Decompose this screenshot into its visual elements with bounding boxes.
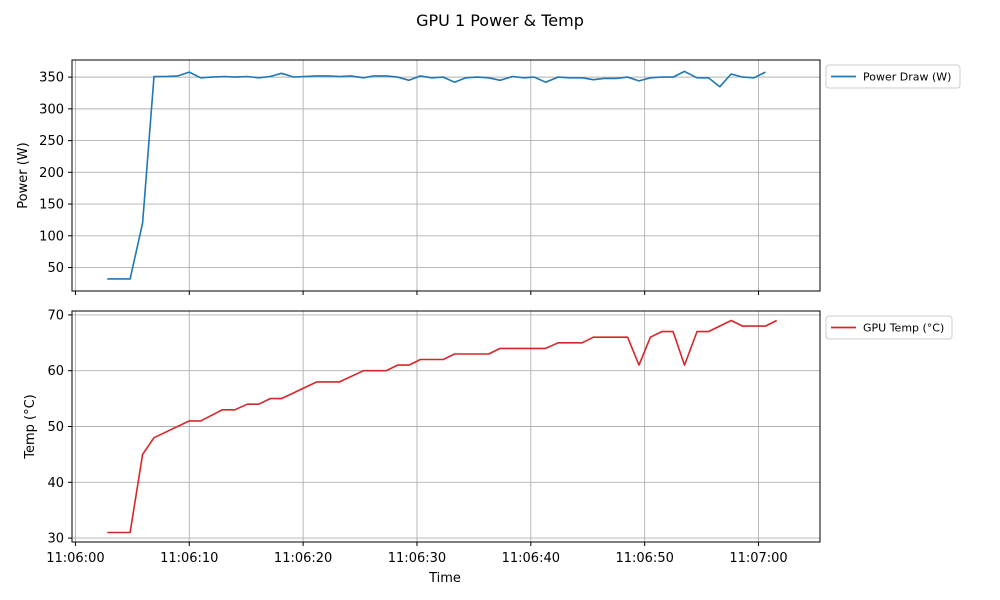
axes-frame bbox=[72, 60, 820, 291]
y-tick-label: 100 bbox=[39, 229, 64, 244]
y-tick-label: 40 bbox=[47, 476, 64, 491]
y-tick-label: 70 bbox=[47, 308, 64, 323]
y-tick-label: 300 bbox=[39, 102, 64, 117]
y-tick-label: 200 bbox=[39, 166, 64, 181]
y-tick-label: 50 bbox=[47, 261, 64, 276]
x-tick-label: 11:06:40 bbox=[502, 551, 560, 566]
temp-panel: 11:06:00 11:06:10 11:06:20 11:06:30 11:06:40… bbox=[23, 308, 952, 566]
x-tick-label: 11:07:00 bbox=[729, 551, 787, 566]
y-tick-label: 250 bbox=[39, 134, 64, 149]
temp-legend: GPU Temp (°C) bbox=[826, 316, 952, 339]
x-tick-label: 11:06:00 bbox=[46, 551, 104, 566]
power-panel: 50 100 150 200 250 300 350 Power (W) Power Draw … bbox=[16, 60, 960, 295]
x-tick-label: 11:06:10 bbox=[160, 551, 218, 566]
power-legend: Power Draw (W) bbox=[826, 65, 960, 88]
y-axis-label: Power (W) bbox=[16, 142, 31, 208]
x-tick-label: 11:06:50 bbox=[615, 551, 673, 566]
y-tick-label: 60 bbox=[47, 364, 64, 379]
y-tick-label: 30 bbox=[47, 532, 64, 547]
y-tick-label: 350 bbox=[39, 71, 64, 86]
legend-label: Power Draw (W) bbox=[863, 71, 951, 84]
y-tick-label: 50 bbox=[47, 420, 64, 435]
power-series-line bbox=[107, 71, 765, 279]
x-tick-label: 11:06:20 bbox=[274, 551, 332, 566]
figure-title: GPU 1 Power & Temp bbox=[416, 11, 584, 30]
y-tick-label: 150 bbox=[39, 198, 64, 213]
x-tick-label: 11:06:30 bbox=[388, 551, 446, 566]
legend-label: GPU Temp (°C) bbox=[863, 322, 944, 335]
y-axis-label: Temp (°C) bbox=[23, 394, 38, 460]
x-axis-label: Time bbox=[428, 571, 461, 586]
